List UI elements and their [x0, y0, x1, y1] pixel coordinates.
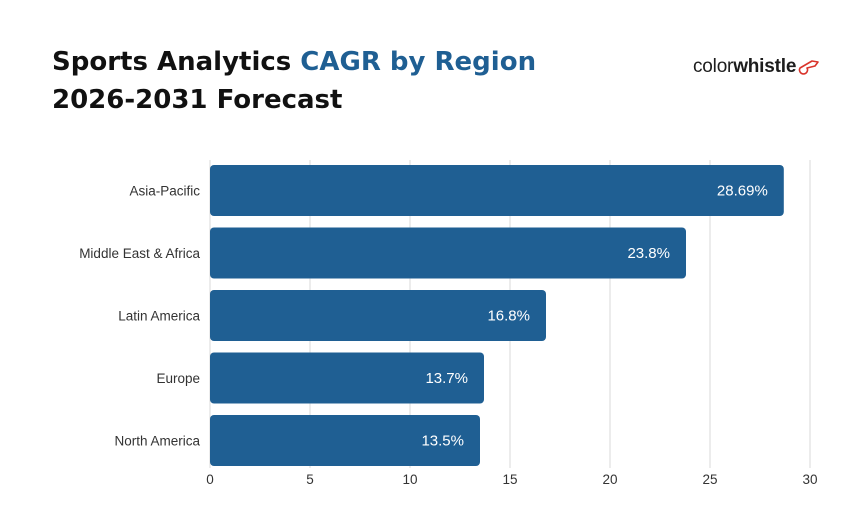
bar: [210, 290, 546, 341]
category-label: Middle East & Africa: [79, 246, 200, 261]
chart-title: Sports Analytics CAGR by Region 2026-203…: [52, 46, 536, 116]
x-tick-label: 0: [206, 472, 214, 487]
title-accent: CAGR by Region: [300, 47, 537, 77]
title-line2: 2026-2031 Forecast: [52, 85, 343, 115]
value-label: 23.8%: [627, 245, 670, 262]
title-part1: Sports Analytics: [52, 47, 301, 77]
value-label: 13.5%: [421, 433, 464, 450]
brand-logo: color whistle: [693, 56, 820, 78]
logo-text-whistle: whistle: [733, 56, 797, 77]
value-label: 28.69%: [717, 183, 768, 200]
bar: [210, 415, 480, 466]
category-label: Europe: [156, 371, 200, 386]
x-tick-label: 20: [602, 472, 617, 487]
bars: [210, 165, 784, 466]
x-tick-label: 5: [306, 472, 314, 487]
x-tick-label: 10: [402, 472, 417, 487]
bar: [210, 352, 484, 404]
x-tick-label: 25: [702, 472, 717, 487]
category-label: North America: [114, 434, 200, 449]
logo-text-color: color: [693, 56, 734, 77]
labels: 0 5 10 15 20 25 30 Asia-Pacific 28.69% Middle Eas…: [79, 183, 817, 488]
x-tick-label: 15: [502, 472, 517, 487]
value-label: 16.8%: [487, 308, 530, 325]
category-label: Asia-Pacific: [129, 184, 200, 199]
whistle-icon: [798, 60, 820, 75]
x-tick-label: 30: [802, 472, 817, 487]
bar: [210, 165, 784, 216]
bar: [210, 227, 686, 279]
value-label: 13.7%: [425, 370, 468, 387]
category-label: Latin America: [118, 309, 200, 324]
